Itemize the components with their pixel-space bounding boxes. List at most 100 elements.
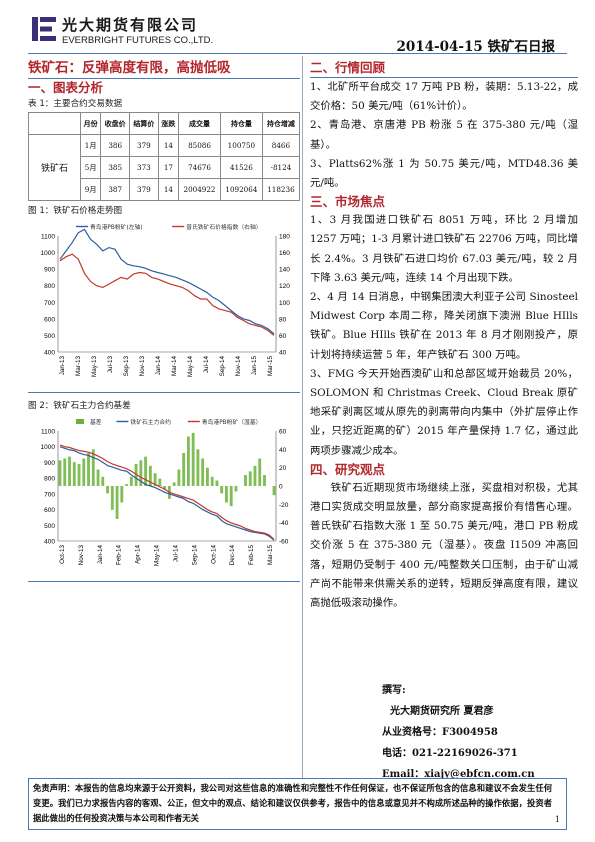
author-email[interactable]: Email：xiajy@ebfcn.com.cn <box>382 769 535 780</box>
x-tick-label: Feb-14 <box>116 545 123 565</box>
bar-mark <box>87 453 90 486</box>
table-header-row: 月份 收盘价 结算价 涨跌 成交量 持仓量 持仓增减 <box>28 112 301 135</box>
bar-mark <box>229 486 233 507</box>
y-tick-label-left: 900 <box>44 267 55 274</box>
author-block: 撰写: 光大期货研究所 夏君彦 从业资格号：F3004958 电话：021-22… <box>382 680 582 785</box>
bar-mark <box>77 464 81 486</box>
legend-swatch <box>76 419 84 424</box>
author-certificate: 从业资格号：F3004958 <box>382 727 498 738</box>
author-label: 撰写: <box>382 685 406 696</box>
figure1-caption: 图 1：铁矿石价格走势图 <box>28 206 123 216</box>
basis-chart-svg: 400 500 600 700 800 900 1000 1100 -60 -40 -20 0 20 40… <box>41 418 289 566</box>
y-tick-label-right: 40 <box>279 350 287 357</box>
y-tick-label-left: 1000 <box>41 444 56 451</box>
focus-paragraph: 2、4 月 14 日消息，中钢集团澳大利亚子公司 Sinosteel Midwe… <box>310 291 578 361</box>
bar-mark <box>91 449 95 486</box>
page-header: 光大期货有限公司 EVERBRIGHT FUTURES CO.,LTD. 201… <box>0 0 595 58</box>
bar-mark <box>172 482 176 486</box>
product-name-cell: 铁矿石 <box>28 134 81 201</box>
series-line <box>59 253 275 336</box>
y-tick-label-left: 400 <box>44 350 55 357</box>
table-header-cell: 成交量 <box>178 112 221 135</box>
y-tick-label-right: 140 <box>279 267 290 274</box>
y-tick-label-right: -60 <box>279 539 289 546</box>
column-divider <box>302 56 303 778</box>
bar-mark <box>186 436 190 486</box>
bar-mark <box>148 465 152 486</box>
bar-mark <box>248 471 252 486</box>
x-tick-label: May-14 <box>154 545 161 566</box>
bar-mark <box>196 449 200 486</box>
x-tick-label: Feb-15 <box>248 545 255 565</box>
table-cell: 41526 <box>219 156 263 179</box>
table-header-cell <box>28 112 81 135</box>
x-tick-label: Oct-13 <box>59 545 66 564</box>
right-column: 二、行情回顾 1、北矿所平台成交 17 万吨 PB 粉，装期：5.13-22，成… <box>310 58 578 613</box>
y-tick-label-left: 1100 <box>41 234 55 241</box>
y-tick-label-right: -40 <box>279 520 289 527</box>
y-tick-label-left: 700 <box>44 300 55 307</box>
y-tick-label-left: 800 <box>44 283 55 290</box>
bar-mark <box>191 432 195 486</box>
header-divider <box>28 53 567 54</box>
x-tick-label: Dec-14 <box>229 545 236 566</box>
bar-mark <box>244 475 247 486</box>
bar-mark <box>263 475 266 486</box>
bar-mark <box>101 476 105 486</box>
main-title: 铁矿石：反弹高度有限，高抛低吸 <box>28 60 231 76</box>
bar-mark <box>115 486 119 519</box>
title-divider <box>28 78 300 79</box>
x-tick-label: Apr-14 <box>135 545 142 564</box>
table-row: 5月 385 373 17 74676 41526 -8124 <box>29 156 301 179</box>
table-header-cell: 持仓量 <box>219 112 263 135</box>
x-tick-label: Sep-14 <box>219 356 226 377</box>
x-tick-label: Mar-14 <box>171 356 178 376</box>
table-cell: 85086 <box>178 134 221 157</box>
x-tick-label: Jan-15 <box>251 356 258 376</box>
legend-label: 基差 <box>90 418 102 426</box>
bar-mark <box>120 486 124 503</box>
x-tick-label: Mar-15 <box>267 356 274 376</box>
table-row: 9月 387 379 14 2004922 1092064 118236 <box>29 178 301 201</box>
x-tick-label: Nov-14 <box>235 356 242 377</box>
x-tick-label: Jan-14 <box>97 545 104 565</box>
table-cell: 1092064 <box>219 178 263 201</box>
bar-mark <box>163 486 167 490</box>
bar-mark <box>220 486 224 494</box>
table-cell: 2004922 <box>178 178 221 201</box>
y-tick-label-left: 400 <box>44 539 55 546</box>
x-tick-label: Sep-14 <box>191 545 198 566</box>
table-cell: 118236 <box>261 178 301 201</box>
y-tick-label-right: 0 <box>279 484 283 491</box>
table-cell: 74676 <box>178 156 221 179</box>
review-paragraph: 2、青岛港、京唐港 PB 粉涨 5 在 375-380 元/吨（湿基）。 <box>310 119 578 151</box>
table-cell: 9月 <box>79 178 102 201</box>
x-tick-label: Oct-14 <box>210 545 217 564</box>
basis-chart: 400 500 600 700 800 900 1000 1100 -60 -40 -20 0 20 40… <box>28 413 300 582</box>
y-tick-label-right: 100 <box>279 300 290 307</box>
company-name-cn: 光大期货有限公司 <box>62 16 199 34</box>
table-cell: 385 <box>100 156 131 179</box>
x-tick-label: Nov-13 <box>139 356 146 377</box>
review-paragraph: 1、北矿所平台成交 17 万吨 PB 粉，装期：5.13-22，成交价格：50 … <box>310 81 578 113</box>
price-trend-chart-svg: 400 500 600 700 800 900 1000 1100 40 60 80 100 120 14… <box>41 223 291 377</box>
series-line <box>59 444 275 540</box>
focus-paragraph: 3、FMG 今天开始西澳矿山和总部区域开始裁员 20%，SOLOMON 和 Ch… <box>310 367 578 457</box>
table-cell: 17 <box>157 156 180 179</box>
bar-mark <box>106 486 109 494</box>
y-tick-label-right: 40 <box>279 447 287 454</box>
legend-label: 普氏铁矿石价格指数（右轴） <box>186 223 261 231</box>
bar-mark <box>125 484 128 486</box>
bar-mark <box>177 469 181 486</box>
bar-mark <box>139 460 143 486</box>
bar-mark <box>201 458 205 486</box>
author-phone: 电话：021-22169026-371 <box>382 748 518 759</box>
y-tick-label-right: 20 <box>279 465 287 472</box>
table-cell: 5月 <box>79 156 102 179</box>
x-tick-label: Jul-14 <box>172 545 179 563</box>
section-heading-research-view: 四、研究观点 <box>310 461 386 477</box>
table-cell: 373 <box>129 156 159 179</box>
y-tick-label-left: 700 <box>44 491 55 498</box>
legend-label: 青岛港PB粉矿(左轴) <box>90 223 143 231</box>
figure2-caption: 图 2：铁矿石主力合约基差 <box>28 401 131 411</box>
